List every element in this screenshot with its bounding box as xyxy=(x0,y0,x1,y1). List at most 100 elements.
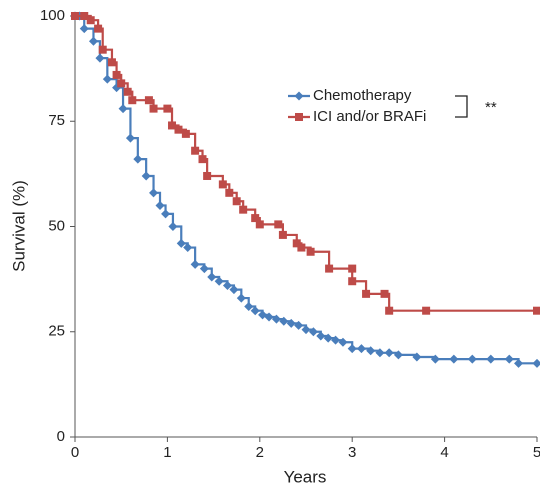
x-tick-label: 4 xyxy=(440,444,448,461)
data-point xyxy=(222,280,232,290)
data-point xyxy=(430,354,440,364)
legend-label: ICI and/or BRAFi xyxy=(313,108,426,125)
significance-bracket xyxy=(455,95,468,118)
data-point xyxy=(149,104,158,113)
data-point xyxy=(532,358,540,368)
data-point xyxy=(86,16,95,25)
data-point xyxy=(94,24,103,33)
data-point xyxy=(176,238,186,248)
data-point xyxy=(514,358,524,368)
data-point xyxy=(95,53,105,63)
data-point xyxy=(123,87,132,96)
data-point xyxy=(236,293,246,303)
data-point xyxy=(198,155,207,164)
data-point xyxy=(286,318,296,328)
data-point xyxy=(141,171,151,181)
legend-marker xyxy=(295,113,303,121)
y-tick-label: 50 xyxy=(48,217,65,234)
data-point xyxy=(422,306,431,315)
data-point xyxy=(375,348,385,358)
data-point xyxy=(356,344,366,354)
data-point xyxy=(102,74,112,84)
data-point xyxy=(292,239,301,248)
data-point xyxy=(486,354,496,364)
y-tick-label: 0 xyxy=(57,428,65,445)
x-tick-label: 3 xyxy=(348,444,356,461)
data-point xyxy=(190,259,200,269)
data-point xyxy=(297,243,306,252)
data-point xyxy=(112,70,121,79)
data-point xyxy=(338,337,348,347)
data-point xyxy=(393,350,403,360)
data-point xyxy=(251,214,260,223)
data-point xyxy=(348,264,357,273)
data-point xyxy=(533,306,540,315)
data-point xyxy=(125,133,135,143)
data-point xyxy=(255,220,264,229)
data-point xyxy=(347,344,357,354)
data-point xyxy=(80,12,89,20)
x-tick-label: 2 xyxy=(256,444,264,461)
data-point xyxy=(168,121,177,130)
data-point xyxy=(218,180,227,189)
data-point xyxy=(306,247,315,256)
data-point xyxy=(316,331,326,341)
data-point xyxy=(225,188,234,197)
legend-label: Chemotherapy xyxy=(313,87,412,104)
data-point xyxy=(301,325,311,335)
x-tick-label: 1 xyxy=(163,444,171,461)
data-point xyxy=(244,301,254,311)
data-point xyxy=(214,276,224,286)
data-point xyxy=(278,230,287,239)
data-point xyxy=(161,209,171,219)
data-point xyxy=(149,188,159,198)
data-point xyxy=(229,285,239,295)
data-point xyxy=(294,320,304,330)
data-point xyxy=(168,222,178,231)
data-point xyxy=(163,104,172,113)
data-point xyxy=(155,200,165,210)
data-point xyxy=(203,171,212,180)
data-point xyxy=(191,146,200,155)
data-point xyxy=(79,24,89,34)
data-point xyxy=(325,264,334,273)
data-point xyxy=(107,58,116,67)
data-point xyxy=(274,220,283,229)
data-point xyxy=(133,154,143,164)
y-tick-label: 100 xyxy=(40,7,65,24)
data-point xyxy=(380,289,389,298)
data-point xyxy=(118,104,128,114)
data-point xyxy=(449,354,459,364)
y-tick-label: 75 xyxy=(48,112,65,129)
survival-line xyxy=(75,14,537,312)
data-point xyxy=(384,348,394,358)
data-point xyxy=(117,79,126,88)
data-point xyxy=(98,45,107,54)
x-tick-label: 5 xyxy=(533,444,540,461)
significance-annotation: ** xyxy=(485,99,497,116)
data-point xyxy=(239,205,248,214)
data-point xyxy=(331,335,341,345)
data-point xyxy=(271,314,281,324)
y-axis-label: Survival (%) xyxy=(9,180,28,272)
data-point xyxy=(250,306,260,316)
x-tick-label: 0 xyxy=(71,444,79,461)
data-point xyxy=(385,306,394,315)
data-point xyxy=(71,12,79,20)
data-point xyxy=(232,197,241,206)
data-point xyxy=(207,272,217,282)
data-point xyxy=(348,277,357,286)
y-tick-label: 25 xyxy=(48,323,65,340)
data-point xyxy=(199,264,209,274)
data-point xyxy=(308,327,318,337)
data-point xyxy=(264,312,274,322)
data-point xyxy=(183,243,193,253)
x-axis-label: Years xyxy=(284,467,327,486)
data-point xyxy=(128,96,137,105)
data-point xyxy=(181,129,190,138)
data-point xyxy=(504,354,514,364)
data-point xyxy=(279,316,289,326)
data-point xyxy=(362,289,371,298)
legend-marker xyxy=(294,91,304,101)
